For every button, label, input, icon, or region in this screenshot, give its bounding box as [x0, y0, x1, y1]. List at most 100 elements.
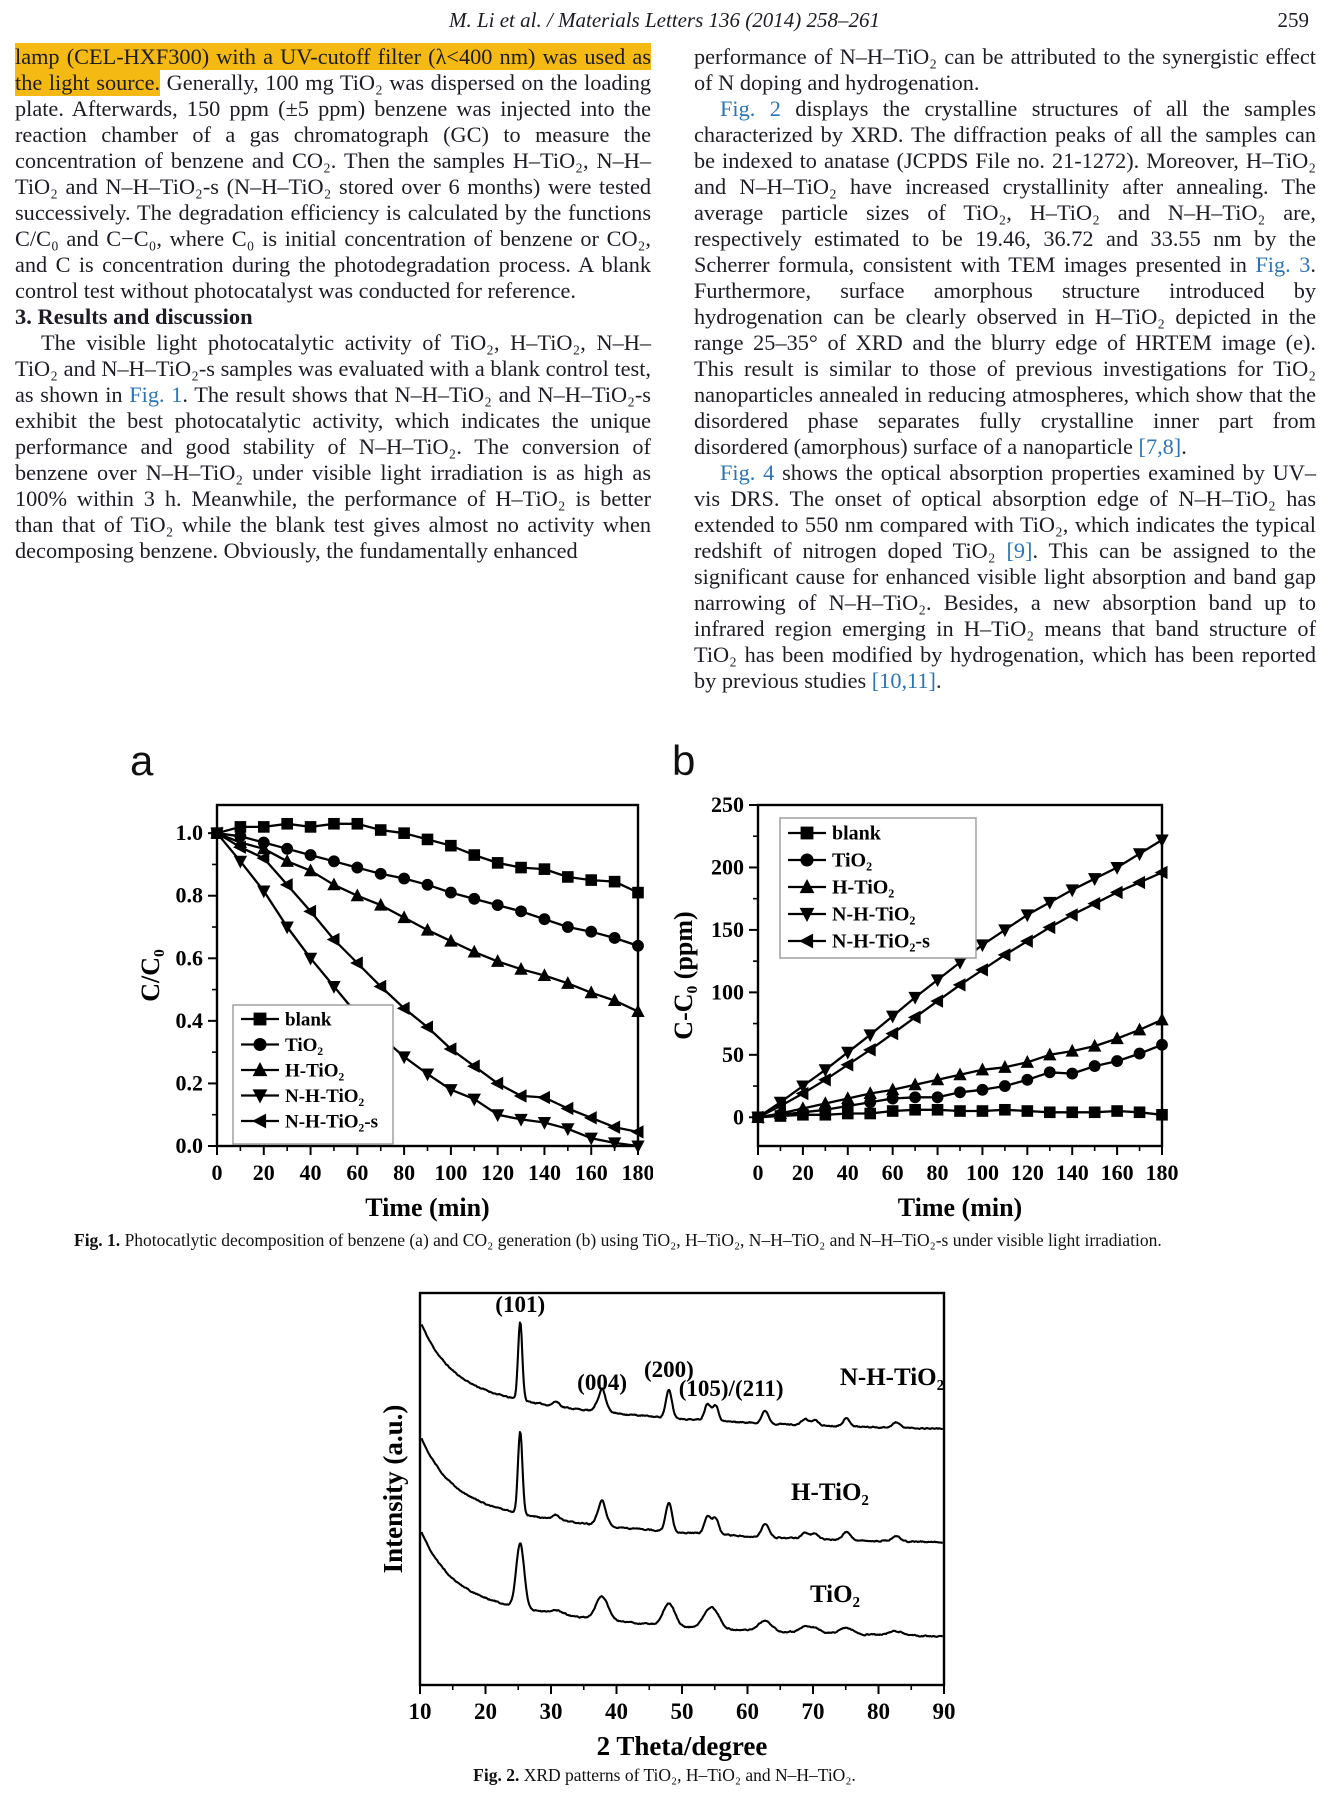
svg-text:N-H-TiO₂: N-H-TiO₂	[285, 1086, 365, 1107]
svg-text:120: 120	[481, 1160, 514, 1185]
text-segment: Generally, 100 mg TiO₂ was dispersed on …	[15, 70, 651, 303]
svg-text:20: 20	[253, 1160, 275, 1185]
svg-text:70: 70	[802, 1699, 825, 1724]
svg-text:40: 40	[837, 1160, 859, 1185]
paragraph: Fig. 2 displays the crystalline structur…	[694, 96, 1316, 460]
svg-text:20: 20	[474, 1699, 497, 1724]
svg-text:40: 40	[300, 1160, 322, 1185]
svg-text:20: 20	[792, 1160, 814, 1185]
figure1-panel-a-label: a	[130, 737, 154, 784]
svg-text:0: 0	[733, 1104, 744, 1129]
svg-text:0.8: 0.8	[176, 883, 204, 908]
text-segment: XRD patterns of TiO₂, H–TiO₂ and N–H–TiO…	[519, 1765, 856, 1785]
page-number: 259	[1277, 8, 1310, 32]
svg-text:blank: blank	[832, 823, 882, 845]
figure1-caption: Fig. 1. Photocatlytic decomposition of b…	[74, 1229, 1294, 1251]
svg-text:60: 60	[736, 1699, 759, 1724]
svg-text:160: 160	[1101, 1160, 1134, 1185]
paragraph: Fig. 4 shows the optical absorption prop…	[694, 460, 1316, 694]
svg-text:80: 80	[393, 1160, 415, 1185]
xrd-trace-H-TiO₂	[420, 1431, 944, 1544]
journal-header: M. Li et al. / Materials Letters 136 (20…	[448, 8, 881, 32]
left-column: lamp (CEL-HXF300) with a UV-cutoff filte…	[15, 43, 651, 564]
svg-text:Time (min): Time (min)	[898, 1193, 1022, 1222]
svg-text:100: 100	[966, 1160, 999, 1185]
svg-text:60: 60	[882, 1160, 904, 1185]
svg-text:150: 150	[711, 917, 744, 942]
svg-text:C-C₀ (ppm): C-C₀ (ppm)	[669, 911, 698, 1039]
fig1b-co2-generation-chart: 0 20 40 60 80 100 120 140 160 180 Time (min) 0 50 100…	[669, 792, 1179, 1222]
fig2-xrd-patterns-chart: 10 20 30 40 50 60 70 80 90 2 Theta/degree Intensit…	[378, 1291, 956, 1761]
figure1-panel-b-label: b	[672, 737, 696, 784]
svg-text:80: 80	[867, 1699, 890, 1724]
crossref-link[interactable]: Fig. 2	[720, 96, 781, 121]
svg-text:H-TiO₂: H-TiO₂	[285, 1061, 344, 1082]
svg-text:0.6: 0.6	[176, 945, 204, 970]
xrd-trace-N-H-TiO₂	[420, 1321, 944, 1431]
crossref-link[interactable]: Fig. 1	[129, 382, 183, 407]
svg-text:50: 50	[722, 1042, 744, 1067]
crossref-link[interactable]: [10,11]	[871, 668, 936, 693]
svg-text:blank: blank	[285, 1010, 332, 1031]
svg-text:H-TiO₂: H-TiO₂	[832, 877, 894, 899]
svg-text:N-H-TiO₂: N-H-TiO₂	[832, 904, 915, 926]
svg-text:80: 80	[927, 1160, 949, 1185]
svg-text:0: 0	[212, 1160, 223, 1185]
svg-text:TiO₂: TiO₂	[285, 1035, 323, 1056]
svg-text:0: 0	[753, 1160, 764, 1185]
svg-text:120: 120	[1011, 1160, 1044, 1185]
fig1a-benzene-decomposition-chart: 0 20 40 60 80 100 120 140 160 180 Time (min) 0.0 0.2…	[136, 803, 654, 1222]
svg-text:H-TiO₂: H-TiO₂	[791, 1479, 869, 1506]
svg-text:100: 100	[434, 1160, 467, 1185]
svg-text:(004): (004)	[577, 1370, 627, 1395]
paragraph: lamp (CEL-HXF300) with a UV-cutoff filte…	[15, 43, 651, 304]
text-segment: displays the crystalline structures of a…	[694, 96, 1317, 277]
svg-text:90: 90	[933, 1699, 956, 1724]
svg-text:TiO₂: TiO₂	[810, 1581, 860, 1608]
svg-text:N-H-TiO₂-s: N-H-TiO₂-s	[285, 1112, 378, 1133]
svg-text:180: 180	[622, 1160, 654, 1185]
svg-text:1.0: 1.0	[176, 820, 204, 845]
svg-text:N-H-TiO₂-s: N-H-TiO₂-s	[832, 931, 930, 953]
svg-text:180: 180	[1146, 1160, 1179, 1185]
text-segment: . Furthermore, surface amorphous structu…	[694, 252, 1316, 459]
svg-text:10: 10	[409, 1699, 432, 1724]
svg-text:2 Theta/degree: 2 Theta/degree	[597, 1731, 768, 1761]
text-segment: The visible light photocatalytic activit…	[15, 330, 651, 407]
crossref-link[interactable]: [9]	[1006, 538, 1033, 563]
svg-text:(200): (200)	[644, 1357, 694, 1382]
svg-text:0.2: 0.2	[176, 1070, 204, 1095]
svg-text:Intensity (a.u.): Intensity (a.u.)	[378, 1405, 408, 1574]
series-H-TiO₂	[216, 832, 639, 1013]
text-segment: Fig. 1.	[74, 1230, 121, 1250]
svg-text:(101): (101)	[495, 1292, 545, 1317]
svg-text:30: 30	[540, 1699, 563, 1724]
figure2-caption: Fig. 2. XRD patterns of TiO₂, H–TiO₂ and…	[0, 1764, 1329, 1786]
svg-text:40: 40	[605, 1699, 628, 1724]
text-segment: shows the optical absorption properties …	[694, 460, 1316, 563]
svg-text:140: 140	[1056, 1160, 1089, 1185]
text-segment: Fig. 2.	[473, 1765, 520, 1785]
text-segment: .	[935, 668, 942, 693]
paragraph: The visible light photocatalytic activit…	[15, 330, 651, 564]
text-segment: .	[1181, 434, 1187, 459]
svg-text:100: 100	[711, 979, 744, 1004]
svg-text:0.0: 0.0	[176, 1133, 204, 1158]
crossref-link[interactable]: [7,8]	[1138, 434, 1182, 459]
svg-text:250: 250	[711, 792, 744, 817]
svg-text:0.4: 0.4	[176, 1008, 204, 1033]
svg-text:(105)/(211): (105)/(211)	[679, 1376, 784, 1401]
crossref-link[interactable]: Fig. 4	[720, 460, 775, 485]
text-segment: . This can be assigned to the significan…	[694, 538, 1316, 693]
svg-text:TiO₂: TiO₂	[832, 850, 872, 872]
text-segment: Photocatlytic decomposition of benzene (…	[120, 1230, 1162, 1250]
right-column: performance of N–H–TiO₂ can be attribute…	[694, 44, 1316, 694]
svg-text:50: 50	[671, 1699, 694, 1724]
section-heading: 3. Results and discussion	[15, 304, 253, 329]
crossref-link[interactable]: Fig. 3	[1255, 252, 1311, 277]
svg-text:N-H-TiO₂: N-H-TiO₂	[840, 1364, 944, 1391]
text-segment: performance of N–H–TiO₂ can be attribute…	[694, 44, 1316, 95]
paragraph: performance of N–H–TiO₂ can be attribute…	[694, 44, 1316, 96]
svg-text:Time (min): Time (min)	[365, 1193, 489, 1222]
svg-text:200: 200	[711, 854, 744, 879]
